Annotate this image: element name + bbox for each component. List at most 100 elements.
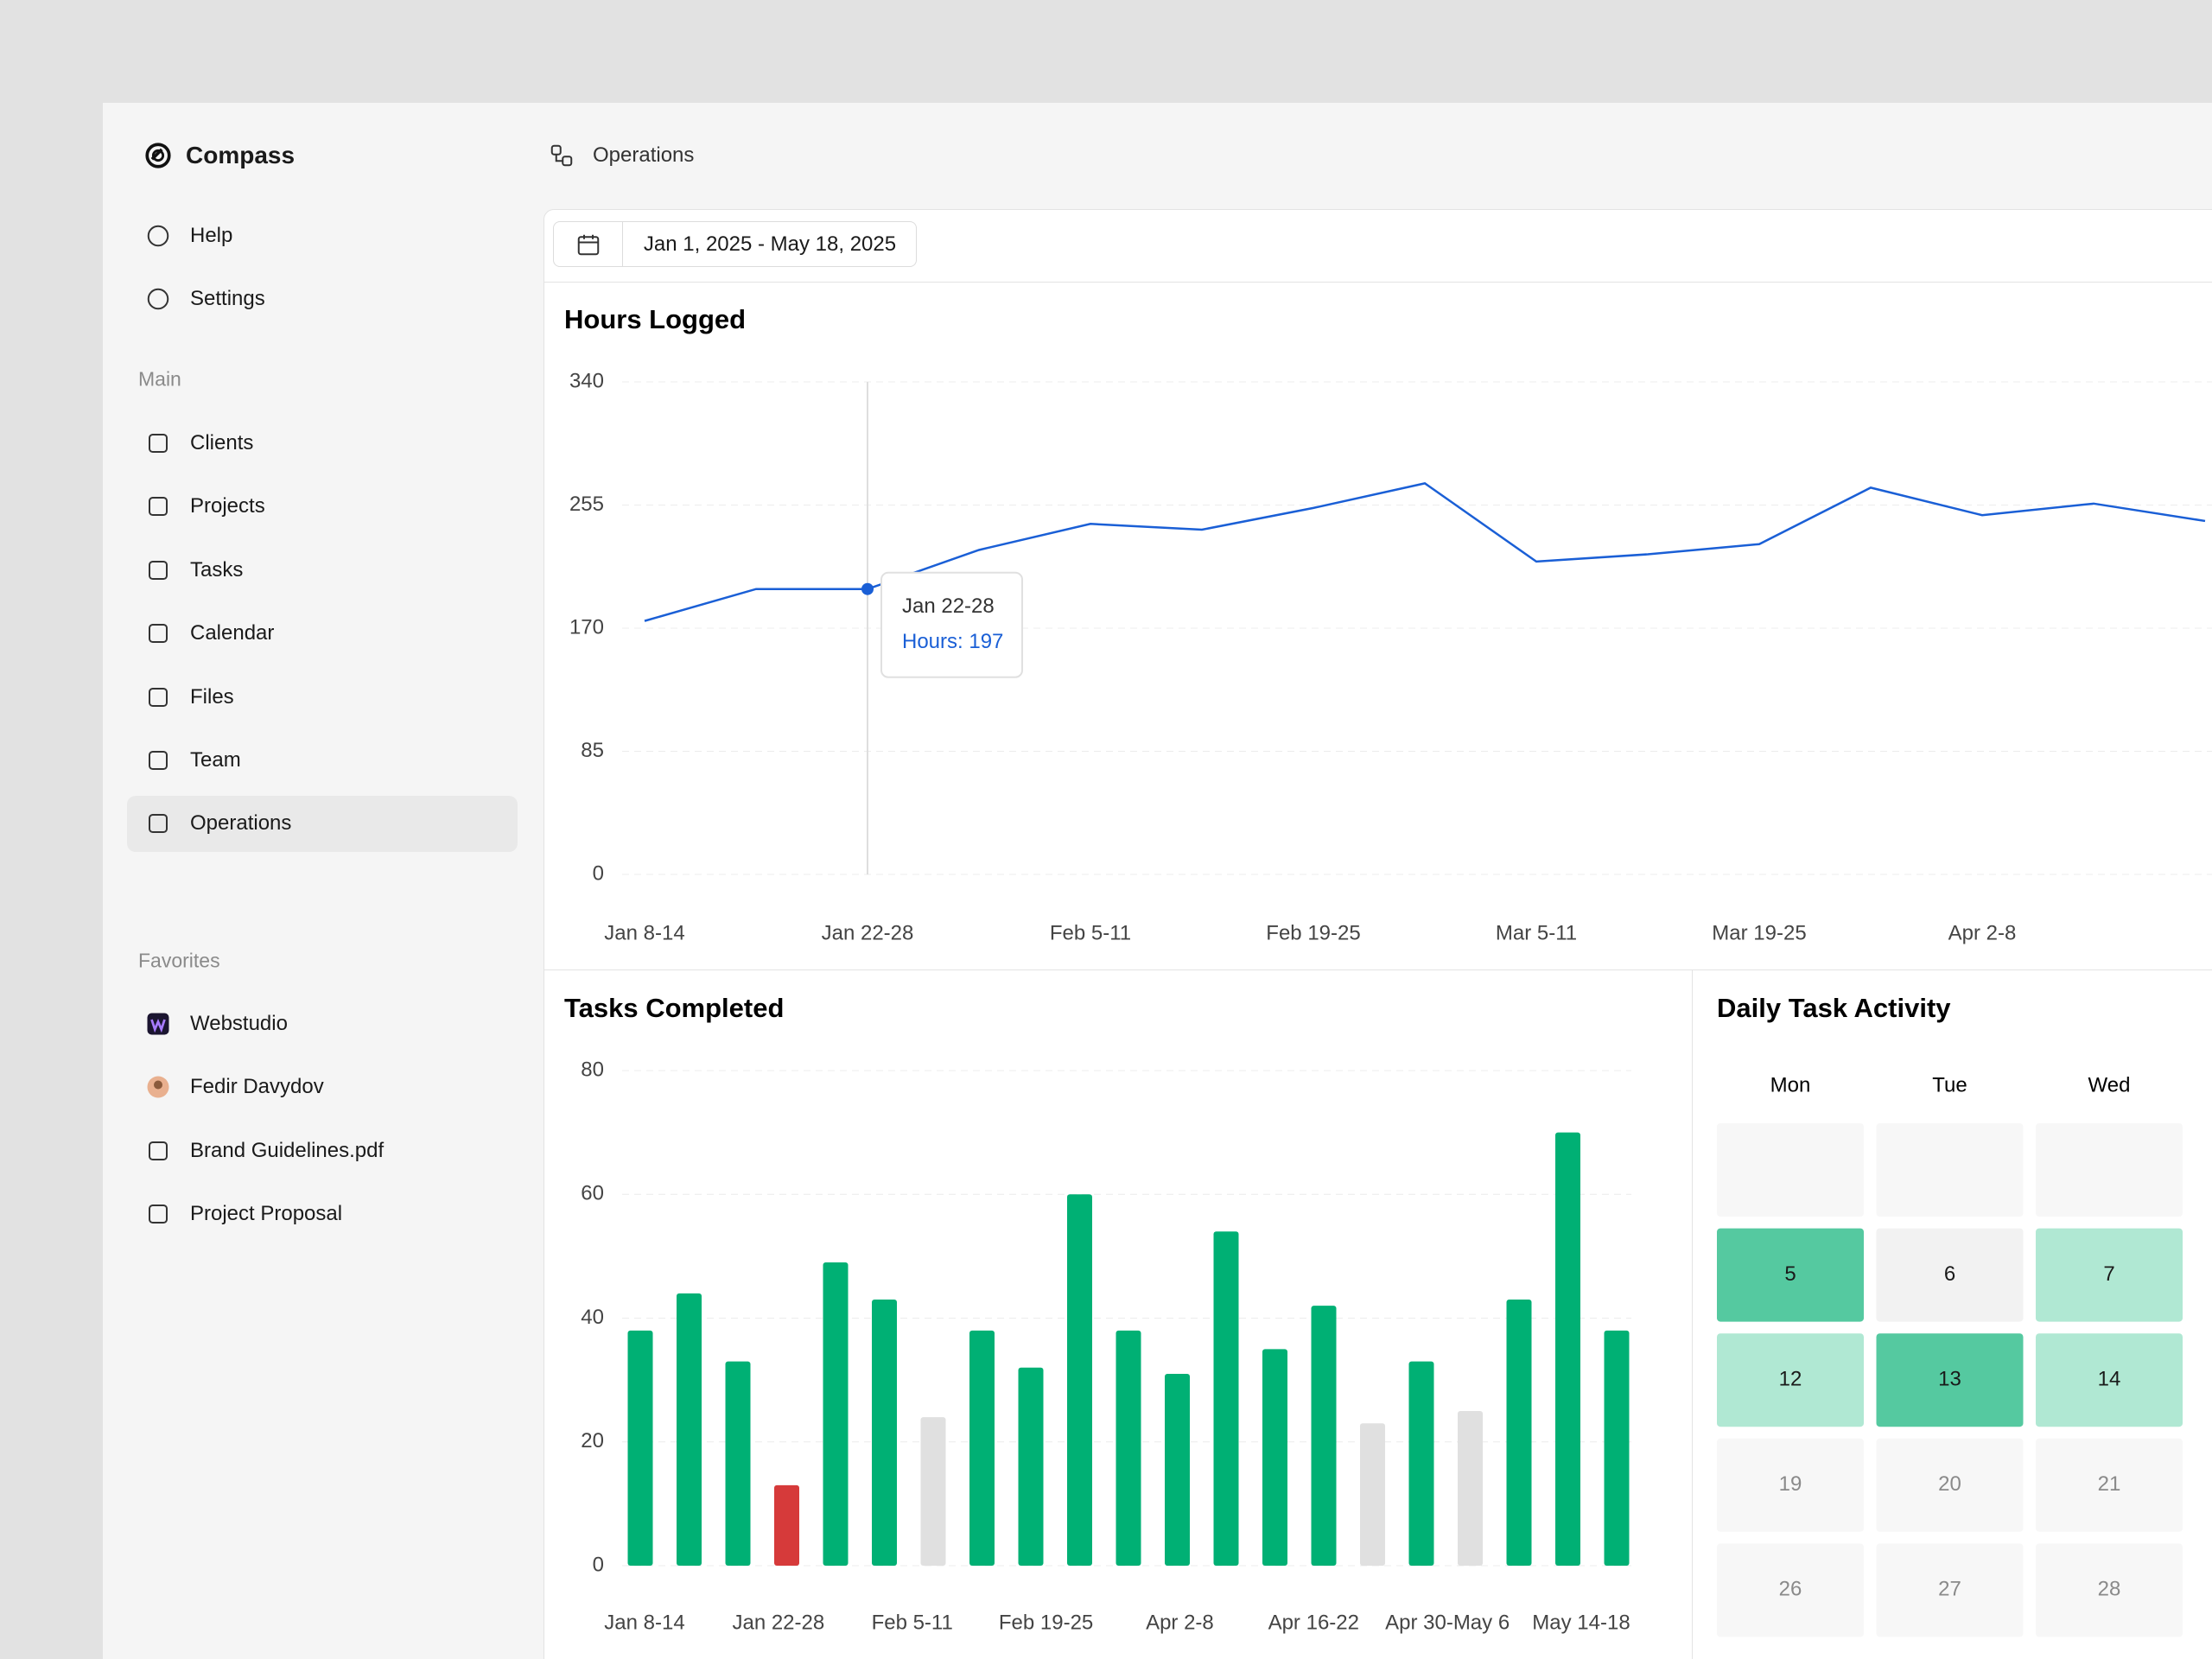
menu-item[interactable]: Tasks bbox=[190, 557, 244, 582]
calendar-icon bbox=[577, 234, 600, 256]
divider bbox=[1692, 970, 1693, 1659]
menu-icon bbox=[149, 1141, 168, 1160]
date-range: Jan 1, 2025 - May 18, 2025 bbox=[643, 232, 897, 256]
menu-icon bbox=[149, 814, 168, 834]
x-tick-label: Apr 16-22 bbox=[1268, 1611, 1359, 1634]
y-tick-label: 170 bbox=[569, 615, 604, 639]
bar bbox=[1213, 1231, 1239, 1566]
heatmap-cell bbox=[1876, 1123, 2024, 1217]
heatmap-cell bbox=[1717, 1123, 1864, 1217]
heatmap-cell bbox=[1717, 1333, 1864, 1427]
section-label: Main bbox=[138, 367, 181, 391]
x-tick-label: Feb 19-25 bbox=[999, 1611, 1093, 1634]
x-tick-label: Apr 30-May 6 bbox=[1385, 1611, 1510, 1634]
x-tick-label: Jan 22-28 bbox=[822, 921, 914, 944]
bar bbox=[1506, 1300, 1532, 1566]
y-tick-label: 80 bbox=[581, 1058, 604, 1081]
day-label: 27 bbox=[1938, 1578, 1961, 1601]
tooltip-value: Hours: 197 bbox=[902, 630, 1003, 653]
bar bbox=[872, 1300, 897, 1566]
breadcrumb: Operations bbox=[593, 143, 695, 167]
bar bbox=[1018, 1367, 1044, 1566]
menu-icon bbox=[147, 1013, 169, 1035]
logo bbox=[145, 143, 171, 168]
menu-item[interactable]: Files bbox=[190, 684, 234, 709]
day-label: 26 bbox=[1779, 1578, 1802, 1601]
heatmap-cell bbox=[1876, 1543, 2024, 1637]
menu-icon bbox=[149, 434, 168, 453]
x-tick-label: Mar 5-11 bbox=[1496, 921, 1577, 944]
tooltip bbox=[880, 571, 1023, 678]
line bbox=[644, 482, 2206, 622]
bar bbox=[969, 1330, 995, 1566]
menu-icon bbox=[149, 1205, 168, 1224]
section-label: Favorites bbox=[138, 949, 220, 972]
menu-item[interactable]: Webstudio bbox=[190, 1012, 288, 1035]
day-label: 14 bbox=[2098, 1368, 2121, 1391]
bar bbox=[1067, 1194, 1092, 1566]
menu-item[interactable]: Settings bbox=[190, 287, 265, 311]
bar bbox=[1408, 1361, 1434, 1566]
menu-item[interactable]: Team bbox=[190, 748, 241, 772]
menu-icon bbox=[149, 560, 168, 580]
menu-item[interactable]: Fedir Davydov bbox=[190, 1075, 324, 1099]
brand: Compass bbox=[186, 142, 296, 168]
x-tick-label: Feb 5-11 bbox=[1050, 921, 1131, 944]
active-item-bg bbox=[127, 796, 518, 852]
y-tick-label: 85 bbox=[581, 739, 604, 762]
day-label: 21 bbox=[2098, 1472, 2121, 1496]
day-label: 7 bbox=[2103, 1262, 2114, 1286]
y-tick-label: 340 bbox=[569, 369, 604, 392]
chart-title: Daily Task Activity bbox=[1717, 993, 1951, 1023]
y-tick-label: 20 bbox=[581, 1429, 604, 1452]
bar bbox=[1165, 1373, 1190, 1566]
menu-icon bbox=[149, 497, 168, 517]
heatmap-cell bbox=[2036, 1438, 2183, 1532]
day-label: 13 bbox=[1938, 1368, 1961, 1391]
menu-icon bbox=[147, 1076, 169, 1098]
heatmap-cell bbox=[1876, 1438, 2024, 1532]
bar bbox=[823, 1262, 849, 1566]
date-picker[interactable]: Jan 1, 2025 - May 18, 2025 bbox=[553, 221, 917, 267]
menu-item[interactable]: Projects bbox=[190, 494, 265, 518]
hover-point bbox=[861, 582, 874, 595]
menu-icon bbox=[149, 687, 168, 707]
bar bbox=[920, 1417, 946, 1566]
menu-item[interactable]: Help bbox=[190, 224, 233, 247]
divider bbox=[544, 969, 2212, 970]
y-tick-label: 0 bbox=[593, 1553, 604, 1576]
bar bbox=[627, 1330, 653, 1566]
bar bbox=[1555, 1132, 1580, 1566]
menu-item[interactable]: Project Proposal bbox=[190, 1202, 343, 1226]
heatmap-cell bbox=[1717, 1228, 1864, 1322]
bar bbox=[1116, 1330, 1141, 1566]
heatmap-cell bbox=[1876, 1228, 2024, 1322]
heatmap-cell bbox=[2036, 1228, 2183, 1322]
heatmap-cell bbox=[2036, 1333, 2183, 1427]
day-label: 12 bbox=[1779, 1368, 1802, 1391]
chart-title: Tasks Completed bbox=[564, 993, 784, 1023]
bar bbox=[1311, 1306, 1337, 1566]
heatmap-cell bbox=[1717, 1543, 1864, 1637]
menu-item[interactable]: Clients bbox=[190, 431, 254, 454]
heatmap-cell bbox=[2036, 1543, 2183, 1637]
x-tick-label: Apr 2-8 bbox=[1948, 921, 2017, 944]
menu-item[interactable]: Operations bbox=[190, 811, 292, 836]
column-label: Mon bbox=[1770, 1073, 1811, 1096]
x-tick-label: Jan 22-28 bbox=[732, 1611, 824, 1634]
menu-icon bbox=[149, 624, 168, 644]
x-tick-label: Mar 19-25 bbox=[1712, 921, 1806, 944]
y-tick-label: 0 bbox=[593, 861, 604, 885]
menu-item[interactable]: Brand Guidelines.pdf bbox=[190, 1138, 385, 1162]
y-tick-label: 60 bbox=[581, 1182, 604, 1205]
x-tick-label: Jan 8-14 bbox=[604, 1611, 684, 1634]
menu-item[interactable]: Calendar bbox=[190, 621, 275, 645]
heatmap-cell bbox=[2036, 1123, 2183, 1217]
bar bbox=[677, 1293, 702, 1566]
bar bbox=[1360, 1423, 1385, 1566]
bar bbox=[725, 1361, 751, 1566]
y-tick-label: 255 bbox=[569, 493, 604, 516]
menu-icon bbox=[147, 289, 169, 310]
